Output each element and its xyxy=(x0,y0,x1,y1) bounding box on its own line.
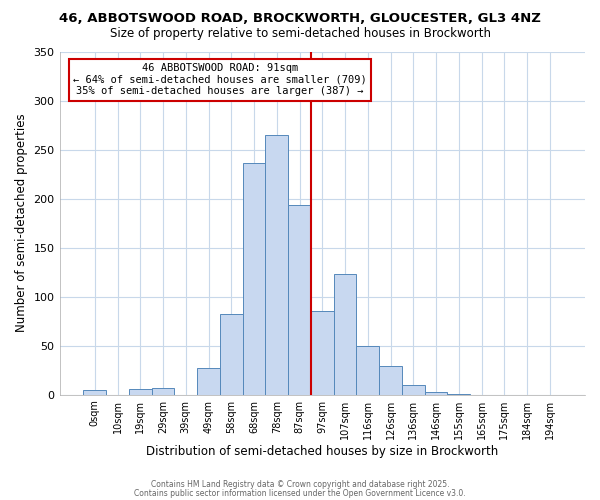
Text: 46 ABBOTSWOOD ROAD: 91sqm
← 64% of semi-detached houses are smaller (709)
35% of: 46 ABBOTSWOOD ROAD: 91sqm ← 64% of semi-… xyxy=(73,64,367,96)
Bar xyxy=(152,388,175,394)
Bar xyxy=(379,366,402,394)
Bar xyxy=(288,206,311,394)
Bar xyxy=(220,314,242,394)
Bar xyxy=(242,164,265,394)
Text: Contains HM Land Registry data © Crown copyright and database right 2025.: Contains HM Land Registry data © Crown c… xyxy=(151,480,449,489)
Bar xyxy=(356,346,379,395)
Text: Contains public sector information licensed under the Open Government Licence v3: Contains public sector information licen… xyxy=(134,489,466,498)
X-axis label: Distribution of semi-detached houses by size in Brockworth: Distribution of semi-detached houses by … xyxy=(146,444,499,458)
Bar xyxy=(425,392,448,394)
Bar xyxy=(197,368,220,394)
Bar xyxy=(334,274,356,394)
Bar xyxy=(129,389,152,394)
Bar xyxy=(265,135,288,394)
Bar xyxy=(402,385,425,394)
Bar xyxy=(83,390,106,394)
Y-axis label: Number of semi-detached properties: Number of semi-detached properties xyxy=(15,114,28,332)
Text: Size of property relative to semi-detached houses in Brockworth: Size of property relative to semi-detach… xyxy=(110,28,491,40)
Text: 46, ABBOTSWOOD ROAD, BROCKWORTH, GLOUCESTER, GL3 4NZ: 46, ABBOTSWOOD ROAD, BROCKWORTH, GLOUCES… xyxy=(59,12,541,26)
Bar xyxy=(311,312,334,394)
